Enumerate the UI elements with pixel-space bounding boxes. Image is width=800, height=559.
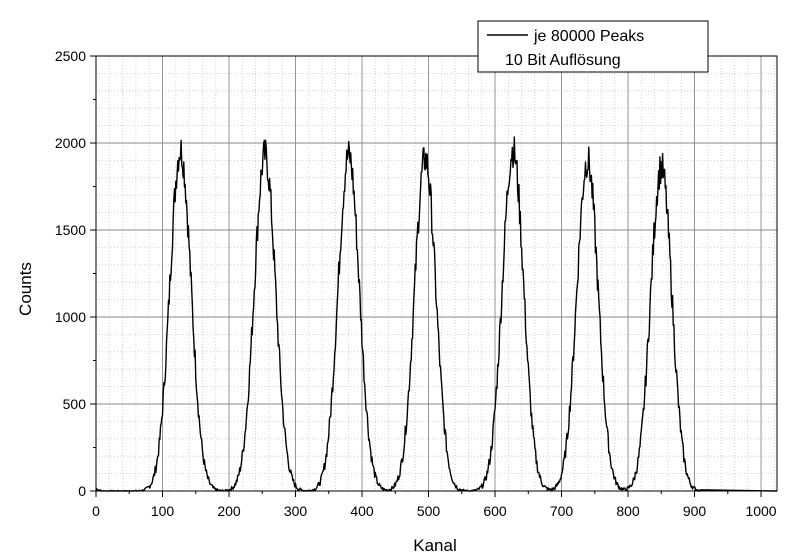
legend-note: 10 Bit Auflösung bbox=[505, 52, 621, 69]
x-tick-label: 400 bbox=[350, 503, 374, 519]
x-tick-label: 600 bbox=[483, 503, 507, 519]
x-tick-label: 100 bbox=[151, 503, 175, 519]
y-tick-labels: 0 500 1000 1500 2000 2500 bbox=[55, 48, 86, 499]
y-tick-label: 0 bbox=[78, 483, 86, 499]
legend-box bbox=[477, 20, 709, 73]
x-tick-label: 800 bbox=[616, 503, 640, 519]
x-tick-label: 200 bbox=[217, 503, 241, 519]
y-axis-title: Counts bbox=[16, 262, 35, 316]
y-tick-label: 2500 bbox=[55, 48, 86, 64]
y-tick-label: 2000 bbox=[55, 135, 86, 151]
x-tick-label: 900 bbox=[683, 503, 707, 519]
y-tick-label: 1000 bbox=[55, 309, 86, 325]
x-axis-title: Kanal bbox=[413, 536, 456, 555]
x-tick-label: 0 bbox=[92, 503, 100, 519]
x-tick-label: 300 bbox=[284, 503, 308, 519]
series-line bbox=[95, 136, 778, 492]
x-tick-label: 500 bbox=[417, 503, 441, 519]
legend-series-label: je 80000 Peaks bbox=[533, 28, 644, 45]
y-tick-label: 500 bbox=[63, 396, 87, 412]
legend: je 80000 Peaks 10 Bit Auflösung bbox=[477, 20, 709, 73]
x-tick-labels: 0 100 200 300 400 500 600 700 800 900 1000 bbox=[92, 503, 777, 519]
series-layer bbox=[95, 136, 778, 492]
axis-ticks bbox=[90, 55, 762, 497]
x-tick-label: 1000 bbox=[745, 503, 776, 519]
x-tick-label: 700 bbox=[550, 503, 574, 519]
y-tick-label: 1500 bbox=[55, 222, 86, 238]
